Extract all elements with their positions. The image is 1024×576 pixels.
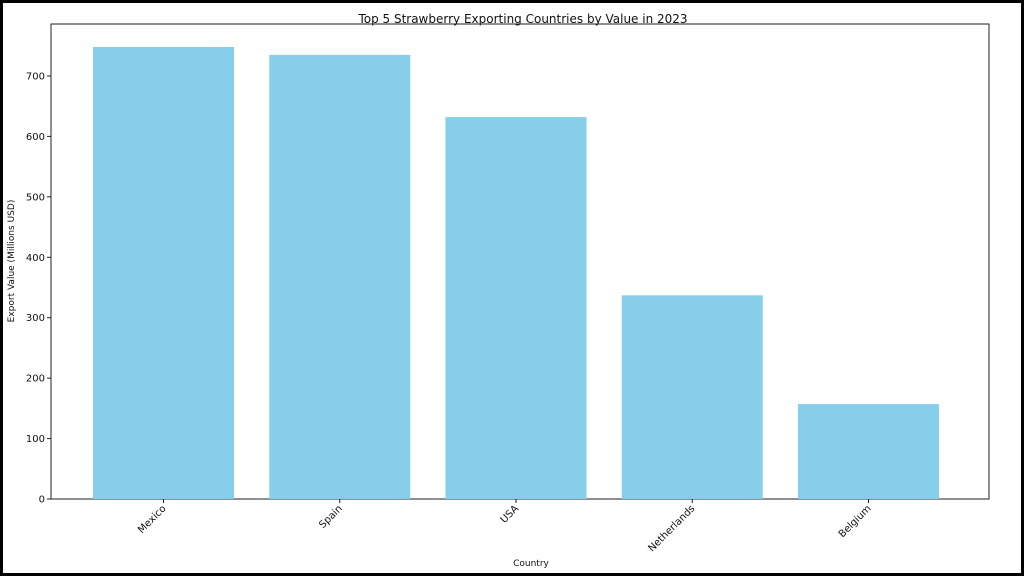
chart-title: Top 5 Strawberry Exporting Countries by …: [357, 12, 687, 26]
y-tick-label: 700: [26, 71, 45, 82]
y-axis: 0 100 200 300 400 500 600 700: [26, 71, 51, 506]
y-axis-label: Export Value (Millions USD): [7, 200, 17, 323]
x-tick-label: Mexico: [136, 503, 168, 535]
x-tick-label: USA: [499, 503, 522, 526]
x-tick-label: Spain: [317, 503, 345, 531]
bar-mexico: [93, 46, 234, 499]
y-tick-label: 200: [26, 374, 45, 385]
y-tick-label: 100: [26, 434, 45, 445]
y-tick-label: 0: [39, 495, 45, 506]
bar-netherlands: [621, 295, 763, 499]
y-tick-label: 500: [26, 192, 45, 203]
bar-belgium: [798, 404, 939, 499]
y-tick-label: 600: [26, 132, 45, 143]
y-tick-label: 400: [26, 253, 45, 264]
bar-chart: Top 5 Strawberry Exporting Countries by …: [7, 12, 990, 569]
bar-spain: [269, 54, 411, 499]
y-tick-label: 300: [26, 313, 45, 324]
x-axis-label: Country: [513, 559, 549, 569]
x-tick-label: Belgium: [837, 503, 874, 540]
x-tick-label: Netherlands: [646, 503, 697, 554]
bar-usa: [445, 117, 587, 499]
bars-group: [93, 46, 939, 499]
x-axis: Mexico Spain USA Netherlands Belgium: [136, 499, 874, 554]
